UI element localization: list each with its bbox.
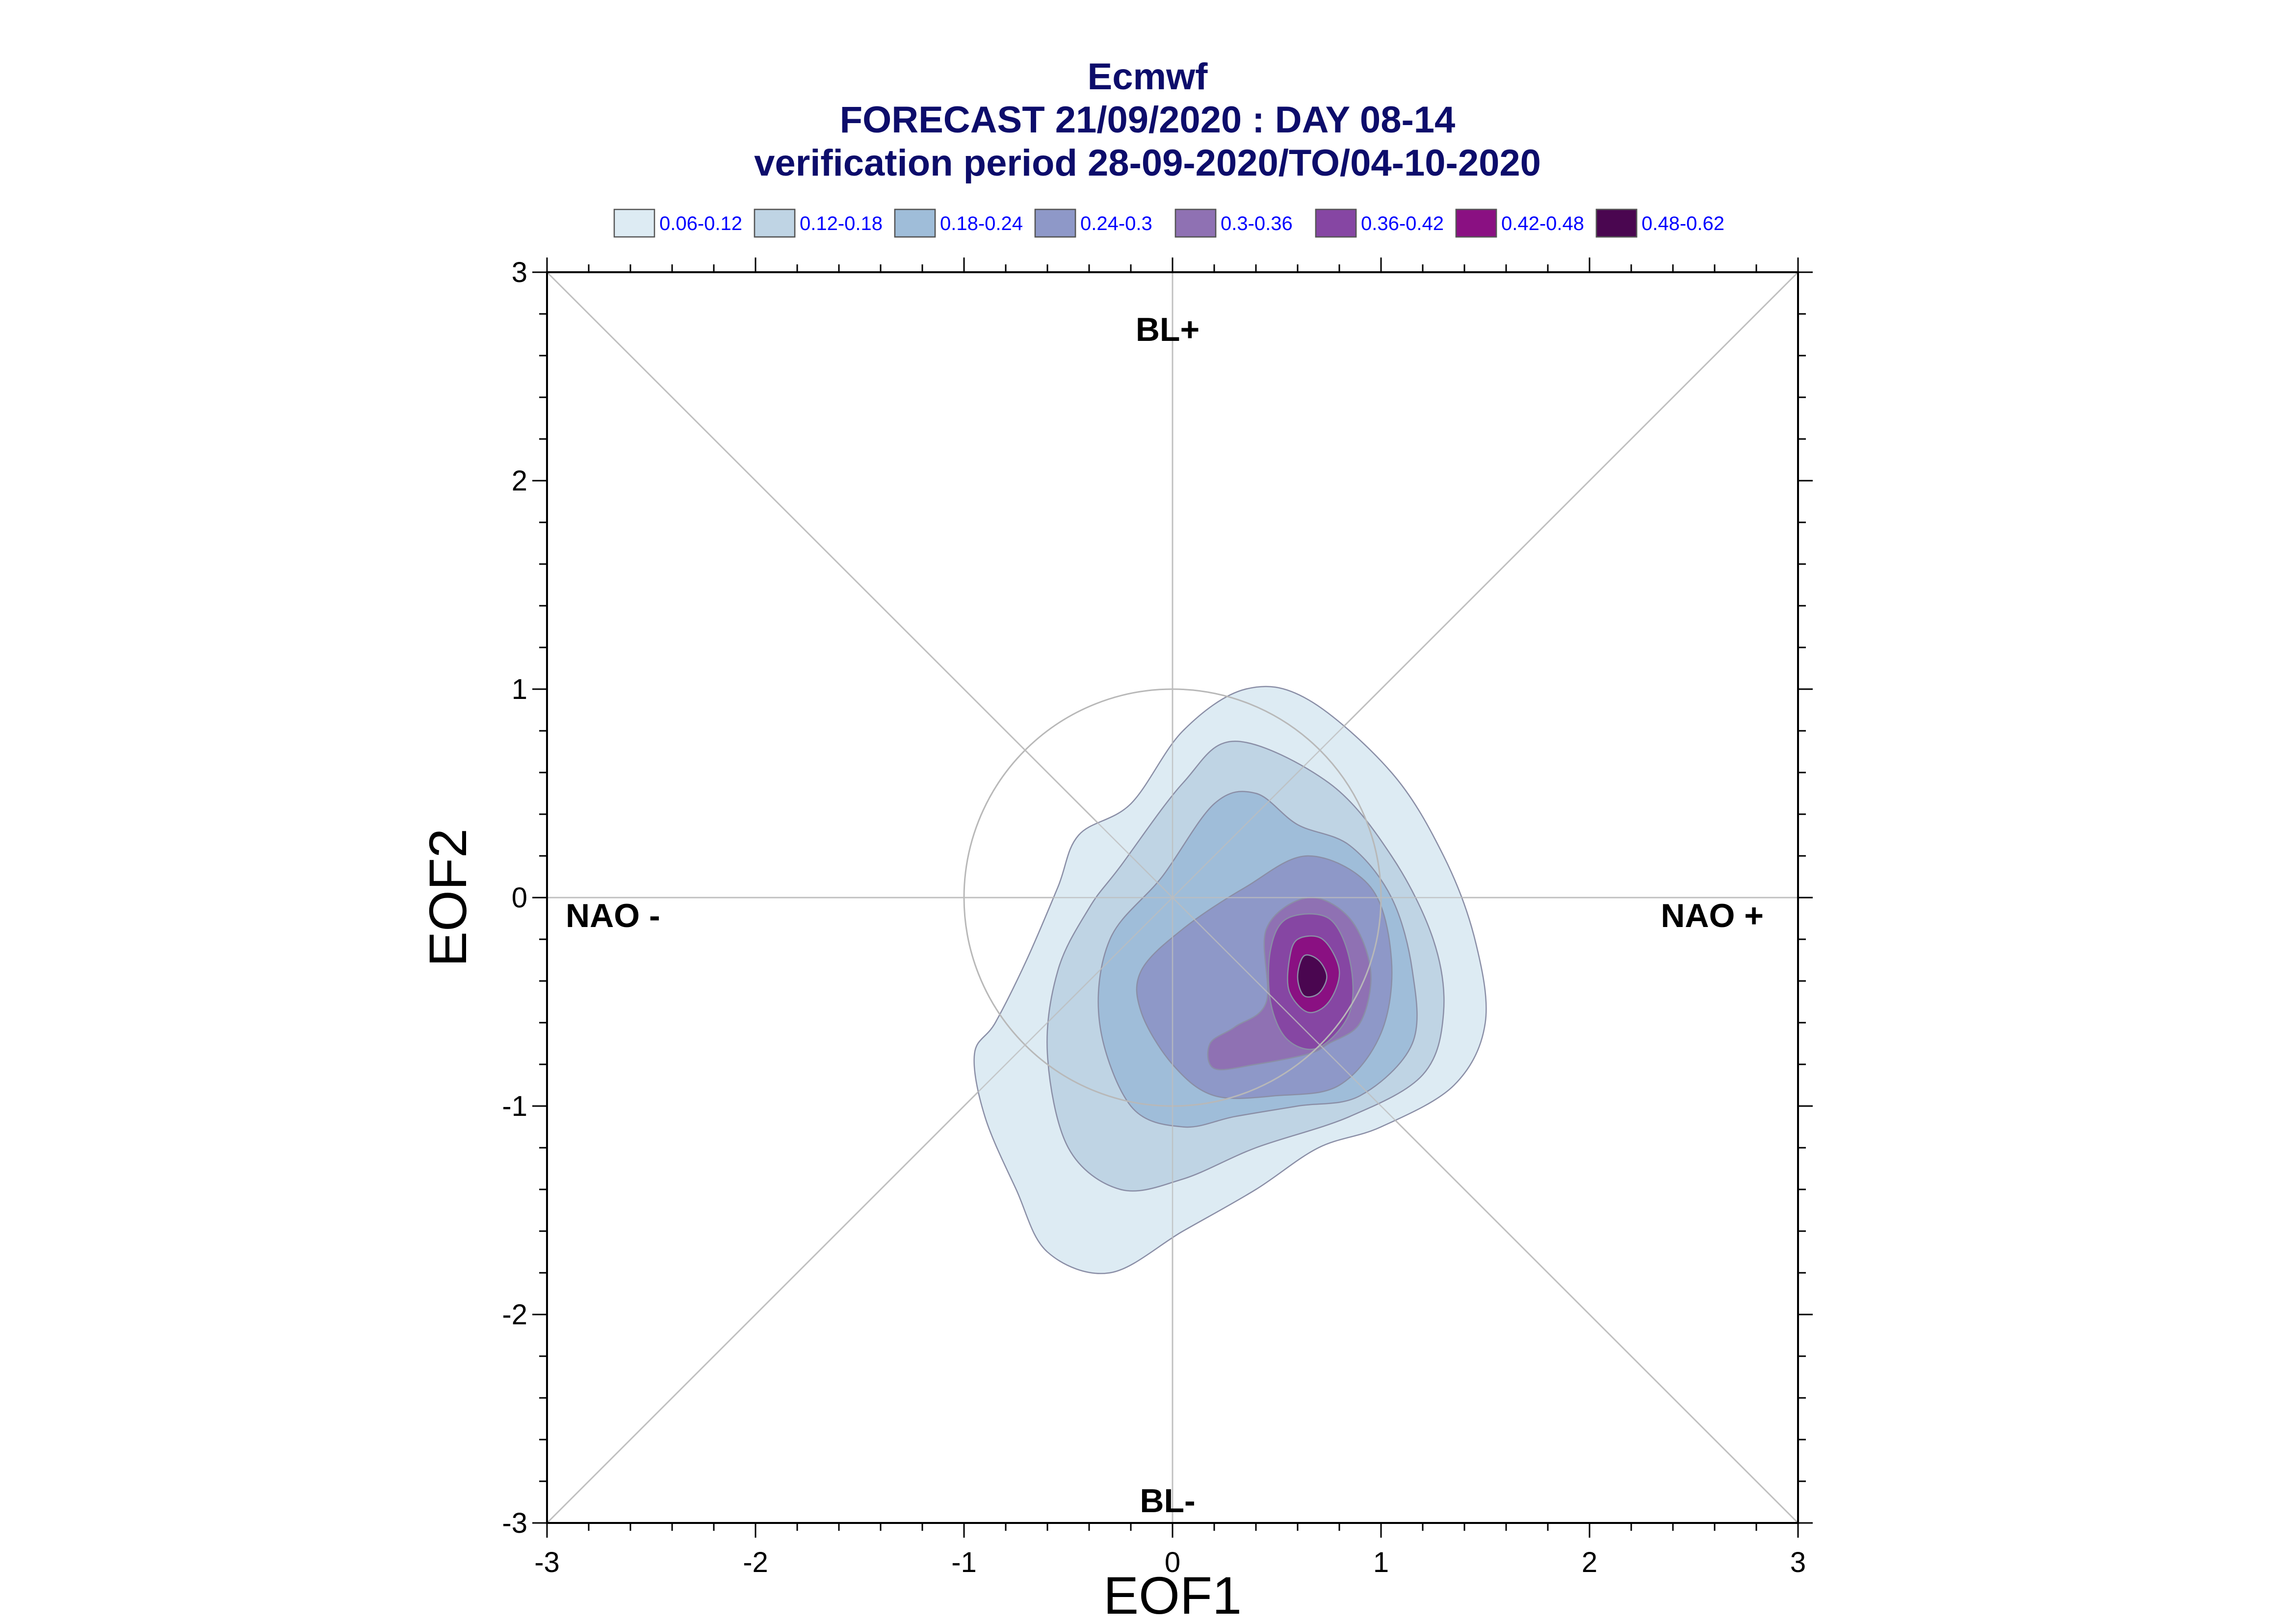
y-tick-label: -2 — [502, 1299, 527, 1331]
y-tick-label: 3 — [512, 257, 527, 288]
x-tick-label: -3 — [534, 1547, 560, 1578]
axis-ticks: -3 -2 -1 0 1 2 3 3 2 1 0 -1 -2 -3 — [502, 257, 1813, 1578]
legend-swatch-front — [1034, 208, 1076, 238]
y-axis-title: EOF2 — [418, 828, 477, 967]
x-axis-title: EOF1 — [1103, 1566, 1242, 1624]
x-tick-label: 2 — [1582, 1547, 1597, 1578]
y-tick-label: 2 — [512, 465, 527, 497]
legend-swatch-front — [1595, 208, 1638, 238]
legend-swatch-front — [1455, 208, 1497, 238]
legend-label: 0.06-0.12 — [659, 213, 742, 234]
annotation-nao-minus: NAO - — [566, 897, 660, 934]
contour-fills — [973, 686, 1487, 1274]
annotation-bl-plus: BL+ — [1136, 311, 1200, 348]
legend-label: 0.42-0.48 — [1501, 213, 1584, 234]
chart-title: Ecmwf — [1088, 56, 1208, 98]
y-tick-label: -1 — [502, 1090, 527, 1122]
legend-label: 0.18-0.24 — [940, 213, 1023, 234]
y-tick-label: 0 — [512, 882, 527, 914]
legend-label: 0.3-0.36 — [1221, 213, 1293, 234]
legend-swatch-front — [1315, 208, 1357, 238]
legend-swatch — [613, 208, 655, 238]
x-tick-label: 1 — [1373, 1547, 1389, 1578]
overlay-lines — [547, 272, 1799, 1523]
y-tick-label: -3 — [502, 1507, 527, 1539]
legend-label: 0.12-0.18 — [800, 213, 883, 234]
y-tick-label: 1 — [512, 673, 527, 705]
overlay-diagonal-up — [547, 272, 1799, 1523]
x-tick-label: -1 — [951, 1547, 977, 1578]
legend-label: 0.24-0.3 — [1080, 213, 1152, 234]
x-tick-label: 3 — [1790, 1547, 1806, 1578]
x-tick-label: -2 — [743, 1547, 768, 1578]
x-tick-label: 0 — [1165, 1547, 1180, 1578]
legend-swatch-front — [754, 208, 796, 238]
legend-swatch-front — [894, 208, 936, 238]
chart-subtitle-verification: verification period 28-09-2020/TO/04-10-… — [754, 142, 1541, 184]
legend-label: 0.48-0.62 — [1642, 213, 1724, 234]
contour-level-8 — [1297, 954, 1328, 998]
chart-subtitle-forecast: FORECAST 21/09/2020 : DAY 08-14 — [840, 99, 1456, 141]
plot-area: -3 -2 -1 0 1 2 3 3 2 1 0 -1 -2 -3 — [502, 257, 1813, 1578]
legend-swatch-front — [1174, 208, 1217, 238]
annotation-bl-minus: BL- — [1140, 1482, 1195, 1520]
annotation-nao-plus: NAO + — [1661, 897, 1764, 934]
legend-label: 0.36-0.42 — [1361, 213, 1444, 234]
legend: 0.06-0.12 0.12-0.18 0.18-0.24 0.24-0.3 0.3-0… — [613, 208, 1724, 238]
